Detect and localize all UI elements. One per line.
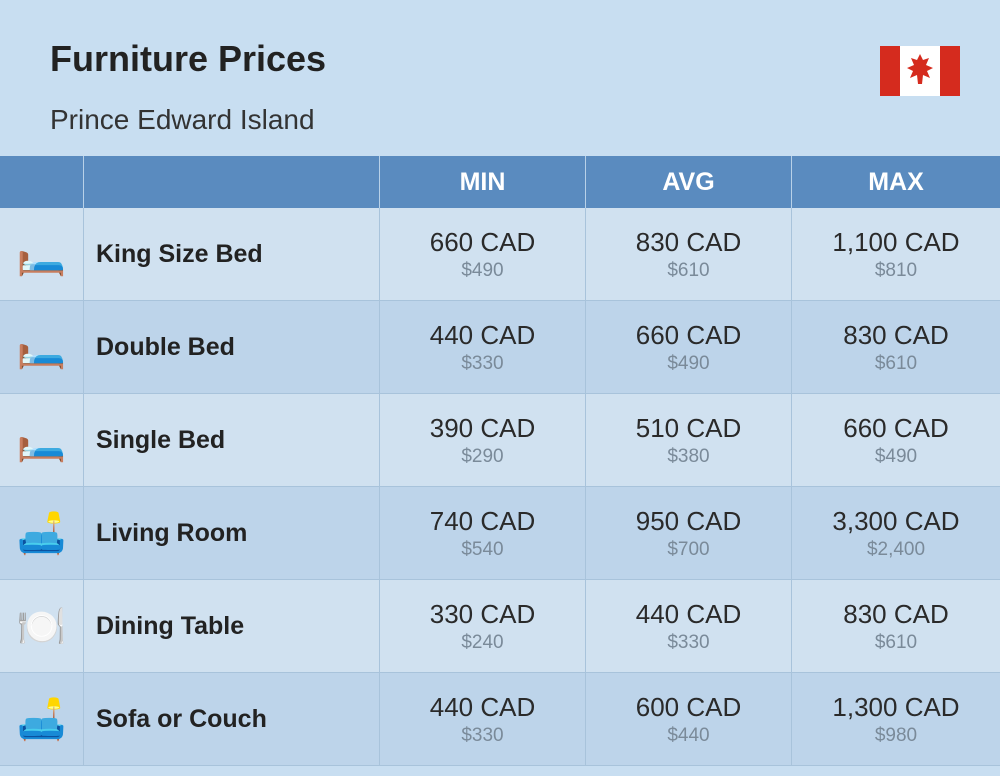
furniture-name: Double Bed <box>84 301 380 393</box>
avg-usd: $380 <box>667 446 709 468</box>
max-cell: 1,300 CAD$980 <box>792 673 1000 765</box>
avg-usd: $330 <box>667 632 709 654</box>
table-row: 🛏️Double Bed440 CAD$330660 CAD$490830 CA… <box>0 301 1000 394</box>
furniture-name: Single Bed <box>84 394 380 486</box>
col-header-avg: AVG <box>586 156 792 208</box>
furniture-name: Sofa or Couch <box>84 673 380 765</box>
avg-cell: 440 CAD$330 <box>586 580 792 672</box>
max-cell: 830 CAD$610 <box>792 580 1000 672</box>
max-cell: 830 CAD$610 <box>792 301 1000 393</box>
min-usd: $240 <box>461 632 503 654</box>
max-usd: $2,400 <box>867 539 925 561</box>
max-cad: 830 CAD <box>843 320 949 351</box>
avg-cell: 950 CAD$700 <box>586 487 792 579</box>
min-cell: 440 CAD$330 <box>380 673 586 765</box>
avg-cad: 600 CAD <box>636 692 742 723</box>
max-usd: $490 <box>875 446 917 468</box>
col-header-icon <box>0 156 84 208</box>
min-usd: $540 <box>461 539 503 561</box>
min-cell: 390 CAD$290 <box>380 394 586 486</box>
avg-cad: 510 CAD <box>636 413 742 444</box>
max-cad: 1,300 CAD <box>832 692 959 723</box>
max-cell: 660 CAD$490 <box>792 394 1000 486</box>
max-cad: 3,300 CAD <box>832 506 959 537</box>
page-header: Furniture Prices Prince Edward Island <box>0 0 1000 156</box>
max-usd: $610 <box>875 353 917 375</box>
furniture-icon: 🛏️ <box>0 301 84 393</box>
furniture-name: King Size Bed <box>84 208 380 300</box>
max-usd: $610 <box>875 632 917 654</box>
max-usd: $980 <box>875 725 917 747</box>
table-header-row: MIN AVG MAX <box>0 156 1000 208</box>
min-cad: 440 CAD <box>430 320 536 351</box>
max-cad: 660 CAD <box>843 413 949 444</box>
min-usd: $490 <box>461 260 503 282</box>
avg-usd: $490 <box>667 353 709 375</box>
min-cad: 330 CAD <box>430 599 536 630</box>
furniture-icon: 🛏️ <box>0 394 84 486</box>
table-row: 🛋️Living Room740 CAD$540950 CAD$7003,300… <box>0 487 1000 580</box>
furniture-name: Dining Table <box>84 580 380 672</box>
canada-flag-icon <box>880 46 960 96</box>
min-cell: 330 CAD$240 <box>380 580 586 672</box>
avg-cad: 440 CAD <box>636 599 742 630</box>
avg-cell: 510 CAD$380 <box>586 394 792 486</box>
page-subtitle: Prince Edward Island <box>50 104 950 136</box>
min-cad: 440 CAD <box>430 692 536 723</box>
table-row: 🛋️Sofa or Couch440 CAD$330600 CAD$4401,3… <box>0 673 1000 766</box>
max-cad: 1,100 CAD <box>832 227 959 258</box>
avg-cad: 830 CAD <box>636 227 742 258</box>
col-header-name <box>84 156 380 208</box>
max-cad: 830 CAD <box>843 599 949 630</box>
furniture-icon: 🛋️ <box>0 487 84 579</box>
min-cell: 660 CAD$490 <box>380 208 586 300</box>
table-body: 🛏️King Size Bed660 CAD$490830 CAD$6101,1… <box>0 208 1000 766</box>
avg-cad: 950 CAD <box>636 506 742 537</box>
max-usd: $810 <box>875 260 917 282</box>
min-cad: 390 CAD <box>430 413 536 444</box>
furniture-icon: 🛋️ <box>0 673 84 765</box>
furniture-icon: 🍽️ <box>0 580 84 672</box>
avg-usd: $700 <box>667 539 709 561</box>
price-table: MIN AVG MAX 🛏️King Size Bed660 CAD$49083… <box>0 156 1000 766</box>
table-row: 🛏️Single Bed390 CAD$290510 CAD$380660 CA… <box>0 394 1000 487</box>
table-row: 🛏️King Size Bed660 CAD$490830 CAD$6101,1… <box>0 208 1000 301</box>
page-title: Furniture Prices <box>50 38 950 80</box>
min-cad: 660 CAD <box>430 227 536 258</box>
avg-cell: 660 CAD$490 <box>586 301 792 393</box>
col-header-max: MAX <box>792 156 1000 208</box>
avg-cad: 660 CAD <box>636 320 742 351</box>
avg-cell: 600 CAD$440 <box>586 673 792 765</box>
min-cad: 740 CAD <box>430 506 536 537</box>
min-usd: $330 <box>461 353 503 375</box>
col-header-min: MIN <box>380 156 586 208</box>
table-row: 🍽️Dining Table330 CAD$240440 CAD$330830 … <box>0 580 1000 673</box>
max-cell: 3,300 CAD$2,400 <box>792 487 1000 579</box>
min-cell: 440 CAD$330 <box>380 301 586 393</box>
furniture-icon: 🛏️ <box>0 208 84 300</box>
avg-cell: 830 CAD$610 <box>586 208 792 300</box>
avg-usd: $610 <box>667 260 709 282</box>
min-cell: 740 CAD$540 <box>380 487 586 579</box>
avg-usd: $440 <box>667 725 709 747</box>
furniture-name: Living Room <box>84 487 380 579</box>
max-cell: 1,100 CAD$810 <box>792 208 1000 300</box>
min-usd: $290 <box>461 446 503 468</box>
min-usd: $330 <box>461 725 503 747</box>
